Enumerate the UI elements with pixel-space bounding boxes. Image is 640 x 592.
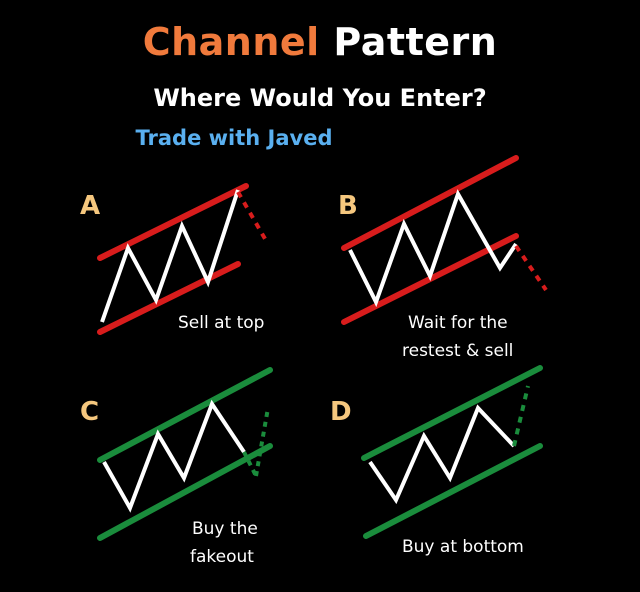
panel-c-price-line: [102, 399, 246, 513]
panel-c-caption-line-2: fakeout: [190, 547, 254, 567]
panel-b-projection-dashed: [514, 244, 548, 292]
panel-d-projection-dashed: [512, 385, 530, 447]
page-subtitle: Where Would You Enter?: [153, 84, 487, 112]
panel-d-lower-channel-line: [363, 443, 543, 539]
panel-d: D Buy at bottom: [330, 365, 543, 557]
panel-c-fakeout-dip-dashed: [242, 451, 258, 477]
panel-a-letter: A: [80, 191, 100, 221]
page-title: Channel Pattern: [0, 20, 640, 64]
panel-d-caption-line-1: Buy at bottom: [402, 537, 524, 557]
panel-d-upper-channel-line: [361, 365, 543, 461]
panel-a-upper-channel-line: [97, 183, 249, 261]
panel-b-caption-line-1: Wait for the: [408, 313, 508, 333]
panel-a: A Sell at top: [80, 183, 270, 335]
title-word-channel: Channel: [142, 20, 320, 64]
panel-a-projection-dashed: [236, 191, 270, 245]
panel-c-upper-channel-line: [97, 367, 273, 463]
panel-a-price-line: [100, 189, 240, 323]
panel-b-upper-channel-line: [341, 155, 519, 251]
panel-b: B Wait for the restest & sell: [338, 155, 548, 361]
panel-a-caption-line-1: Sell at top: [178, 313, 264, 333]
panel-d-letter: D: [330, 397, 352, 427]
panel-b-price-line: [348, 189, 518, 308]
title-word-pattern: Pattern: [333, 20, 498, 64]
panel-c-fakeout-rally-dashed: [254, 407, 270, 477]
panel-b-letter: B: [338, 191, 358, 221]
panel-c-lower-channel-line: [97, 443, 273, 541]
panel-c-caption-line-1: Buy the: [192, 519, 258, 539]
credit-text: Trade with Javed: [135, 126, 333, 150]
panel-b-caption-line-2: restest & sell: [402, 341, 513, 361]
panel-c-letter: C: [80, 397, 99, 427]
panel-d-price-line: [368, 404, 516, 505]
panel-c: C Buy the fakeout: [80, 367, 273, 567]
panel-a-lower-channel-line: [97, 261, 241, 335]
